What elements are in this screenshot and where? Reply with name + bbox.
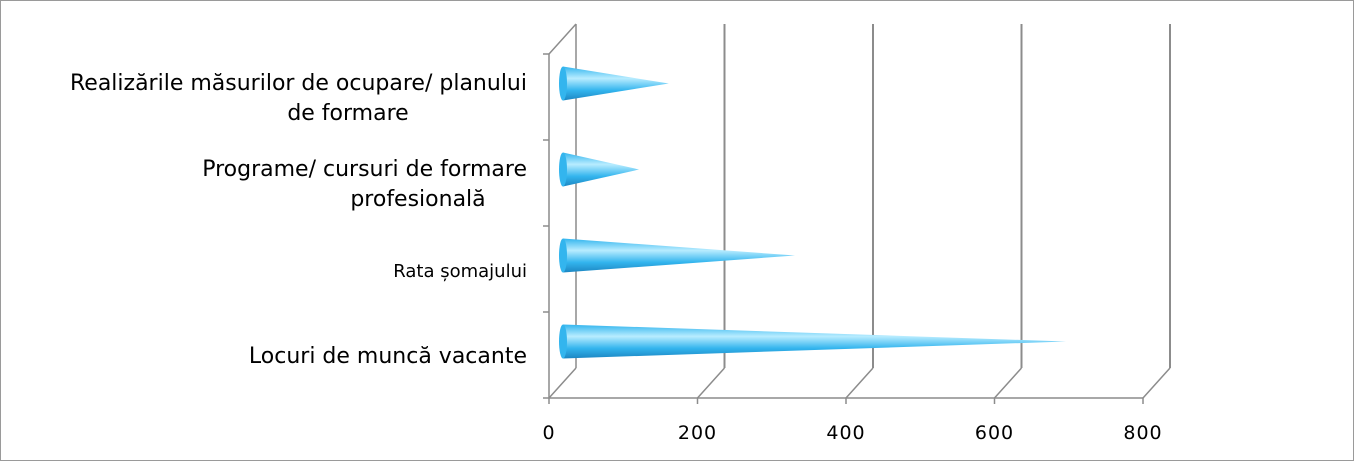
category-labels: Locuri de muncă vacante Rata șomajului Pro… — [70, 71, 527, 369]
cone-bar — [563, 152, 640, 187]
x-tick-labels: 0 200 400 600 800 — [542, 422, 1162, 444]
x-tick-label: 800 — [1123, 422, 1162, 444]
x-tick-label: 600 — [975, 422, 1014, 444]
top-depth-line — [548, 23, 577, 55]
x-tick-label: 0 — [542, 422, 555, 444]
bar-layer — [559, 66, 1067, 359]
cone-base — [559, 324, 567, 359]
floor-gridline-600 — [993, 367, 1023, 399]
category-label: Realizările măsurilor de ocupare/ planul… — [70, 71, 527, 126]
cone-base — [559, 152, 567, 187]
cone-bar — [563, 324, 1067, 359]
category-label: Rata șomajului — [393, 261, 527, 282]
grid-layer — [543, 23, 1171, 404]
cone-bar — [563, 238, 796, 273]
x-tick-label: 200 — [678, 422, 717, 444]
floor-gridline-800 — [1142, 367, 1171, 399]
floor-gridline-200 — [696, 367, 726, 399]
floor-gridline-400 — [845, 367, 874, 399]
category-label: Locuri de muncă vacante — [249, 344, 527, 369]
cone-base — [559, 66, 567, 101]
cone-bar — [563, 66, 669, 101]
cone-base — [559, 238, 567, 273]
floor-gridline-0 — [548, 367, 577, 399]
x-tick-label: 400 — [826, 422, 865, 444]
category-label: Programe/ cursuri de formare profesională — [202, 157, 527, 212]
